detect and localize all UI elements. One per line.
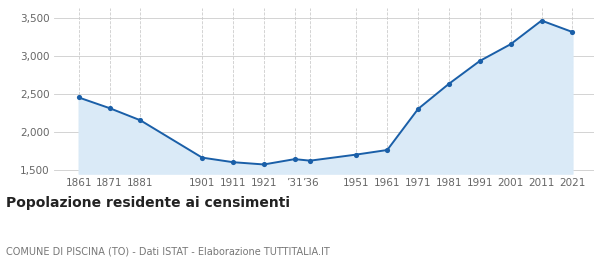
Point	[506, 42, 515, 46]
Point	[444, 81, 454, 86]
Point	[352, 152, 361, 157]
Point	[290, 157, 299, 161]
Text: COMUNE DI PISCINA (TO) - Dati ISTAT - Elaborazione TUTTITALIA.IT: COMUNE DI PISCINA (TO) - Dati ISTAT - El…	[6, 246, 330, 256]
Point	[228, 160, 238, 164]
Point	[197, 155, 207, 160]
Point	[537, 18, 547, 23]
Point	[382, 148, 392, 152]
Text: Popolazione residente ai censimenti: Popolazione residente ai censimenti	[6, 196, 290, 210]
Point	[74, 95, 83, 100]
Point	[105, 106, 115, 110]
Point	[413, 107, 423, 111]
Point	[305, 158, 315, 163]
Point	[568, 30, 577, 34]
Point	[136, 118, 145, 123]
Point	[475, 59, 485, 63]
Point	[259, 162, 269, 167]
